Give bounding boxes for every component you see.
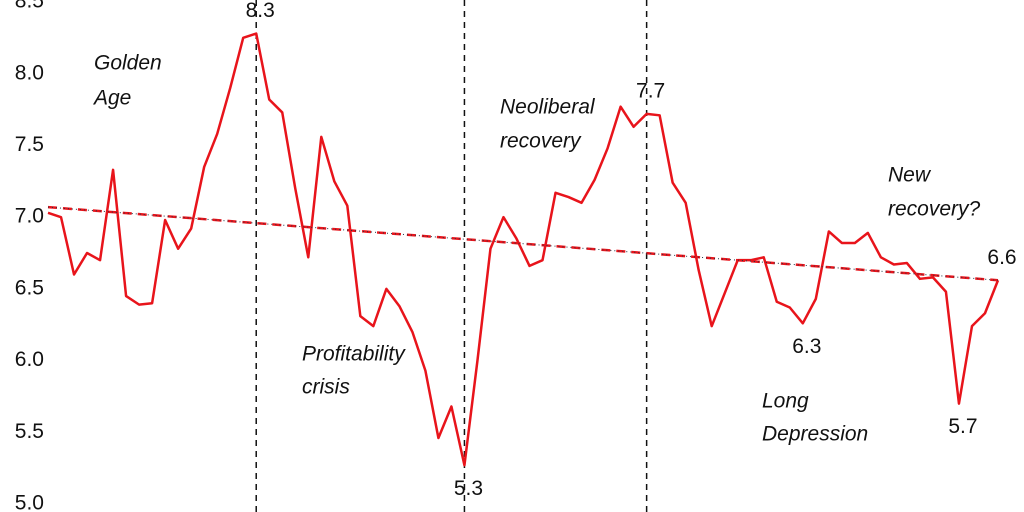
data-label: 5.7: [948, 415, 977, 438]
annotation: Long: [762, 390, 809, 413]
data-label: 6.6: [987, 246, 1016, 269]
data-label: 8.3: [246, 0, 275, 22]
annotation: Age: [92, 87, 131, 110]
annotation: Golden: [94, 52, 162, 75]
y-tick-label: 6.0: [15, 348, 44, 371]
y-tick-label: 5.0: [15, 492, 44, 512]
y-tick-label: 6.5: [15, 276, 44, 299]
y-tick-label: 5.5: [15, 420, 44, 443]
y-tick-label: 7.0: [15, 205, 44, 228]
data-label: 7.7: [636, 79, 665, 102]
trend-line: [47, 205, 999, 282]
annotation: Neoliberal: [500, 96, 596, 119]
annotation: recovery: [500, 130, 582, 153]
data-line: [47, 32, 1000, 467]
annotation: New: [888, 164, 932, 187]
trend-line-inner: [47, 206, 999, 281]
annotations: Golden Age Profitability crisis Neoliber…: [92, 52, 981, 446]
data-label: 5.3: [454, 477, 483, 500]
annotation: crisis: [302, 376, 350, 399]
annotation: recovery?: [888, 198, 981, 221]
y-tick-label: 8.5: [15, 0, 44, 13]
y-tick-label: 8.0: [15, 61, 44, 84]
data-label: 6.3: [792, 335, 821, 358]
annotation: Depression: [762, 423, 868, 446]
y-tick-label: 7.5: [15, 133, 44, 156]
annotation: Profitability: [302, 343, 406, 366]
